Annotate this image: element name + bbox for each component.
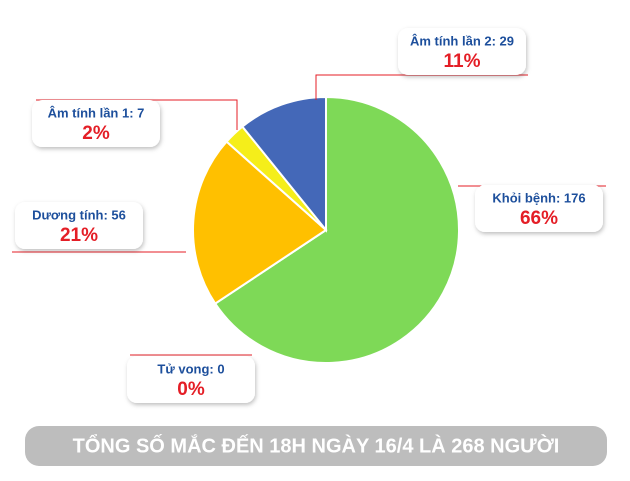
- label-box: [127, 356, 255, 403]
- slice-percent: 2%: [82, 123, 110, 144]
- slice-percent: 0%: [177, 379, 205, 400]
- footer-text: TỔNG SỐ MẮC ĐẾN 18H NGÀY 16/4 LÀ 268 NGƯ…: [73, 433, 560, 457]
- footer-box: [25, 426, 607, 466]
- slice-label: Dương tính: 56: [32, 207, 126, 222]
- label-box: [15, 202, 143, 249]
- pie-slice: [240, 95, 327, 233]
- label-box: [32, 100, 160, 147]
- slice-label: Âm tính lần 1: 7: [48, 105, 145, 120]
- slice-label: Tử vong: 0: [157, 361, 224, 376]
- pie-slice: [192, 140, 328, 305]
- slice-percent: 11%: [444, 51, 481, 72]
- pie-slice: [213, 95, 460, 364]
- label-box: [398, 28, 526, 75]
- slice-percent: 66%: [520, 208, 558, 229]
- leader-line: [315, 74, 528, 100]
- slice-label: Âm tính lần 2: 29: [410, 33, 514, 48]
- slice-label: Khỏi bệnh: 176: [492, 190, 585, 205]
- label-box: [475, 185, 603, 232]
- slice-percent: 21%: [60, 225, 98, 246]
